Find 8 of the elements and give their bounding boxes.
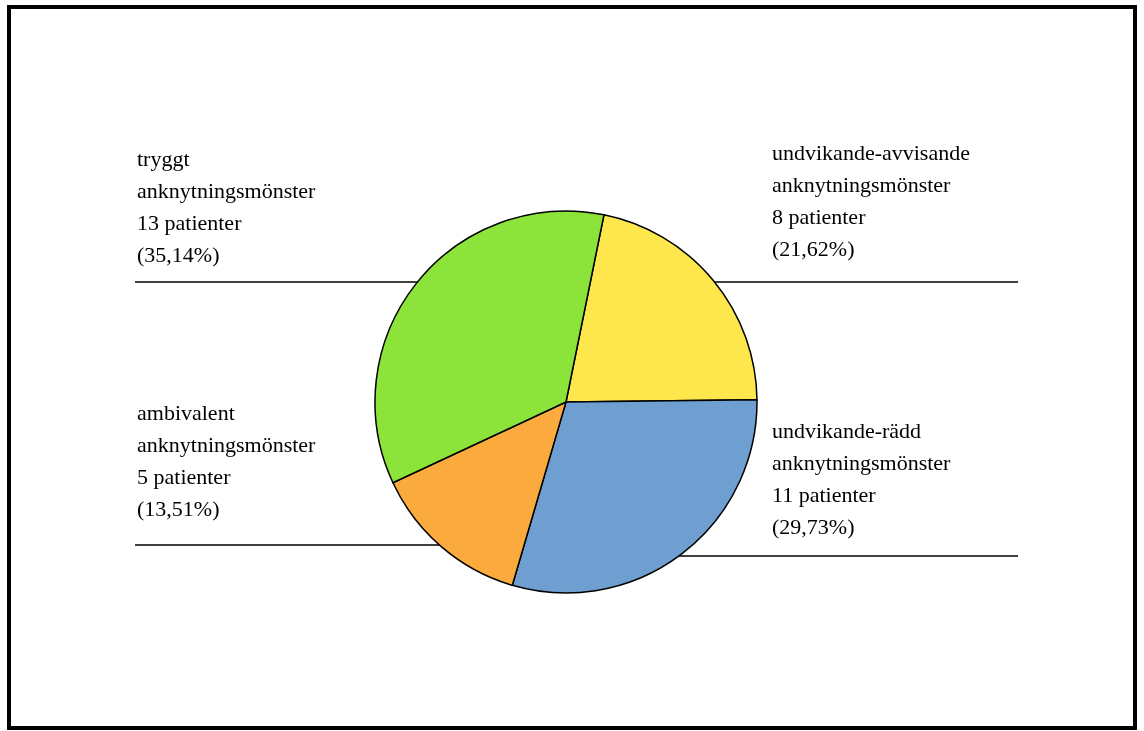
- data-label: 13 patienter (35,14%): [137, 210, 243, 267]
- data-label: 11 patienter (29,73%): [772, 482, 877, 539]
- slice-label: tryggt anknytningsmönster: [137, 146, 317, 203]
- data-label: 5 patienter (13,51%): [137, 464, 232, 521]
- slice-label: ambivalent anknytningsmönster: [137, 400, 317, 457]
- slice-label: undvikande-avvisande anknytningsmönster: [772, 140, 970, 197]
- slice-label: undvikande-rädd anknytningsmönster: [772, 418, 952, 475]
- data-label: 8 patienter (21,62%): [772, 204, 867, 261]
